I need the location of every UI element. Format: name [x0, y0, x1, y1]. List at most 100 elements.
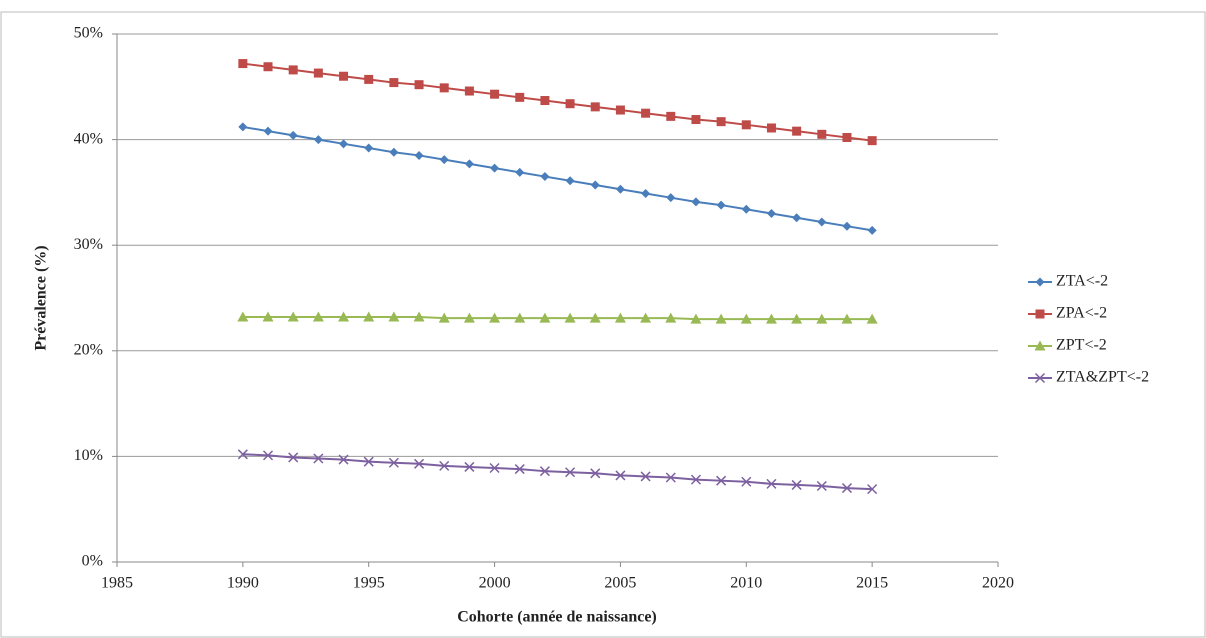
chart-frame: [0, 11, 1206, 638]
marker: [515, 167, 525, 177]
marker: [313, 68, 323, 78]
y-tick-label: 50%: [74, 25, 103, 42]
marker: [464, 159, 474, 169]
marker: [514, 312, 526, 323]
marker: [614, 312, 626, 323]
marker: [741, 120, 751, 130]
marker: [716, 475, 727, 486]
marker: [565, 467, 576, 478]
x-tick-label: 1985: [101, 575, 133, 592]
x-tick-label: 2000: [479, 575, 511, 592]
marker: [817, 129, 827, 139]
marker: [867, 225, 877, 235]
marker: [741, 476, 752, 487]
marker: [615, 184, 625, 194]
marker: [867, 484, 878, 495]
marker: [237, 311, 249, 322]
legend-marker: [1034, 340, 1046, 351]
marker: [590, 468, 601, 479]
y-tick-label: 0%: [82, 553, 103, 570]
marker: [389, 147, 399, 157]
marker: [766, 209, 776, 219]
legend-label: ZTA&ZPT<-2: [1056, 369, 1149, 386]
marker: [666, 111, 676, 121]
y-tick-label: 40%: [74, 130, 103, 147]
marker: [313, 453, 324, 464]
marker: [313, 135, 323, 145]
marker: [841, 313, 853, 324]
marker: [792, 126, 802, 136]
marker: [463, 312, 475, 323]
marker: [641, 188, 651, 198]
marker: [439, 460, 450, 471]
marker: [388, 311, 400, 322]
marker: [338, 311, 350, 322]
marker: [363, 456, 374, 467]
marker: [363, 311, 375, 322]
marker: [464, 86, 474, 96]
marker: [489, 462, 500, 474]
marker: [287, 311, 299, 322]
marker: [691, 197, 701, 207]
legend-marker: [1034, 372, 1046, 384]
marker: [364, 74, 374, 84]
marker: [766, 123, 776, 133]
marker: [389, 78, 399, 88]
marker: [690, 313, 702, 324]
legend-label: ZPA<-2: [1056, 305, 1107, 322]
marker: [565, 176, 575, 186]
marker: [816, 480, 827, 491]
series-line: [242, 316, 873, 321]
marker: [640, 471, 651, 482]
marker: [414, 150, 424, 160]
series-line: [242, 62, 873, 142]
marker: [288, 130, 298, 140]
marker: [791, 479, 802, 490]
marker: [766, 478, 777, 489]
marker: [641, 108, 651, 118]
marker: [237, 449, 248, 460]
marker: [364, 143, 374, 153]
marker: [866, 313, 878, 324]
marker: [540, 172, 550, 182]
marker: [464, 461, 475, 472]
marker: [414, 458, 425, 469]
marker: [312, 311, 324, 322]
x-tick-label: 2015: [856, 575, 888, 592]
marker: [765, 313, 777, 324]
marker: [238, 59, 248, 69]
marker: [841, 483, 853, 494]
marker: [716, 117, 726, 127]
marker: [590, 102, 600, 112]
x-axis-title: Cohorte (année de naissance): [457, 609, 657, 626]
marker: [665, 312, 677, 323]
marker: [262, 450, 274, 461]
marker: [414, 80, 424, 90]
marker: [238, 122, 248, 132]
marker: [590, 180, 600, 190]
marker: [489, 312, 501, 323]
legend-label: ZTA<-2: [1056, 273, 1108, 290]
marker: [515, 92, 525, 102]
marker: [490, 163, 500, 173]
marker: [490, 89, 500, 99]
marker: [439, 83, 449, 93]
marker: [413, 311, 425, 322]
marker: [564, 312, 576, 323]
legend-marker: [1035, 277, 1045, 287]
marker: [589, 312, 601, 323]
marker: [842, 221, 852, 231]
marker: [716, 200, 726, 210]
marker: [817, 217, 827, 227]
marker: [665, 472, 676, 483]
legend-marker: [1035, 309, 1045, 319]
x-tick-label: 2010: [730, 575, 762, 592]
y-tick-label: 20%: [74, 341, 103, 358]
y-tick-label: 10%: [74, 447, 103, 464]
marker: [867, 136, 877, 146]
marker: [565, 99, 575, 109]
marker: [438, 312, 450, 323]
marker: [288, 452, 299, 463]
marker: [741, 204, 751, 214]
